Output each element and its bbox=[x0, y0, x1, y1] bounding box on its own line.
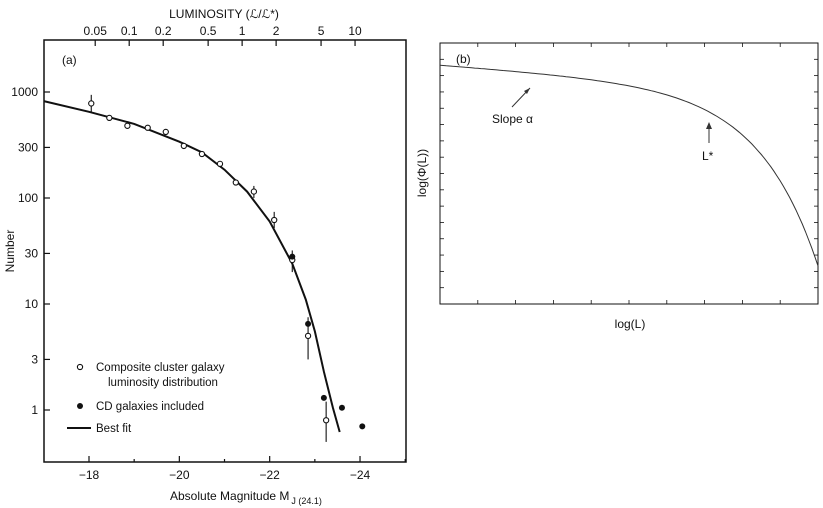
open-data-point bbox=[322, 417, 330, 424]
open-data-point bbox=[198, 150, 206, 158]
panel-b-ticks bbox=[440, 43, 818, 304]
legend: Composite cluster galaxy luminosity dist… bbox=[67, 362, 225, 435]
top-tick-label: 0.5 bbox=[200, 24, 217, 38]
y-tick-label: 1000 bbox=[11, 85, 38, 99]
panel-b-frame bbox=[439, 42, 819, 305]
panel-b-x-label: log(L) bbox=[615, 317, 646, 331]
y-tick-label: 30 bbox=[25, 246, 39, 260]
y-tick-label: 3 bbox=[31, 352, 38, 366]
y-tick-label: 300 bbox=[18, 140, 38, 154]
lstar-arrow-head bbox=[706, 122, 712, 129]
open-data-point bbox=[88, 100, 95, 107]
open-data-point bbox=[144, 124, 151, 131]
best-fit-layer bbox=[43, 100, 341, 433]
top-tick-label: 5 bbox=[318, 24, 325, 38]
filled-data-point bbox=[289, 253, 296, 260]
top-tick-label: 10 bbox=[348, 24, 362, 38]
schechter-curve bbox=[439, 64, 819, 267]
top-tick-label: 0.2 bbox=[155, 24, 172, 38]
open-data-point bbox=[106, 114, 113, 122]
legend-filled-marker bbox=[77, 403, 83, 409]
slope-annotation: Slope α bbox=[492, 112, 533, 126]
panel-a-frame bbox=[43, 39, 407, 463]
open-data-point bbox=[216, 160, 224, 167]
open-data-point bbox=[162, 128, 169, 136]
data-points-layer bbox=[88, 94, 366, 442]
top-tick-label: 0.05 bbox=[84, 24, 108, 38]
panel-b-label: (b) bbox=[456, 52, 471, 66]
legend-label-composite-1: Composite cluster galaxy bbox=[96, 362, 225, 374]
open-data-point bbox=[232, 179, 239, 186]
y-tick-label: 1 bbox=[31, 403, 38, 417]
legend-label-composite-2: luminosity distribution bbox=[108, 377, 218, 389]
best-fit-line bbox=[43, 100, 341, 433]
y-tick-label: 10 bbox=[25, 297, 39, 311]
x-tick-label: −18 bbox=[79, 468, 100, 482]
open-data-point bbox=[124, 122, 131, 129]
top-tick-label: 2 bbox=[273, 24, 280, 38]
filled-data-point bbox=[359, 423, 366, 430]
top-axis-label: LUMINOSITY (ℒ/ℒ*) bbox=[169, 7, 279, 21]
panel-b: (b) Slope α L* log(L) log(Φ(L)) bbox=[415, 42, 819, 331]
x-tick-label: −22 bbox=[260, 468, 281, 482]
open-data-point bbox=[271, 216, 278, 224]
lstar-annotation: L* bbox=[702, 149, 714, 163]
top-tick-label: 0.1 bbox=[121, 24, 138, 38]
panel-b-y-label: log(Φ(L)) bbox=[415, 149, 429, 197]
top-tick-label: 1 bbox=[239, 24, 246, 38]
x-tick-label: −20 bbox=[169, 468, 190, 482]
x-tick-label: −24 bbox=[350, 468, 371, 482]
panel-a-label: (a) bbox=[62, 53, 77, 67]
open-data-point bbox=[304, 332, 312, 340]
filled-data-point bbox=[305, 320, 312, 327]
legend-label-cd: CD galaxies included bbox=[96, 401, 204, 413]
filled-data-point bbox=[320, 394, 327, 401]
panel-a: (a) LUMINOSITY (ℒ/ℒ*) −18 −20 −22 −24 1 3 10 30… bbox=[3, 7, 407, 506]
legend-label-fit: Best fit bbox=[96, 423, 132, 435]
y-axis-label: Number bbox=[3, 230, 17, 273]
panel-a-ticks: −18 −20 −22 −24 1 3 10 30 100 300 1000 0.05 0.1 0.2 0.… bbox=[11, 24, 406, 482]
legend-open-marker bbox=[76, 363, 84, 371]
slope-arrow-head bbox=[524, 88, 530, 94]
filled-data-point bbox=[338, 404, 345, 411]
y-tick-label: 100 bbox=[18, 191, 38, 205]
open-data-point bbox=[250, 188, 258, 195]
open-data-point bbox=[180, 142, 188, 150]
